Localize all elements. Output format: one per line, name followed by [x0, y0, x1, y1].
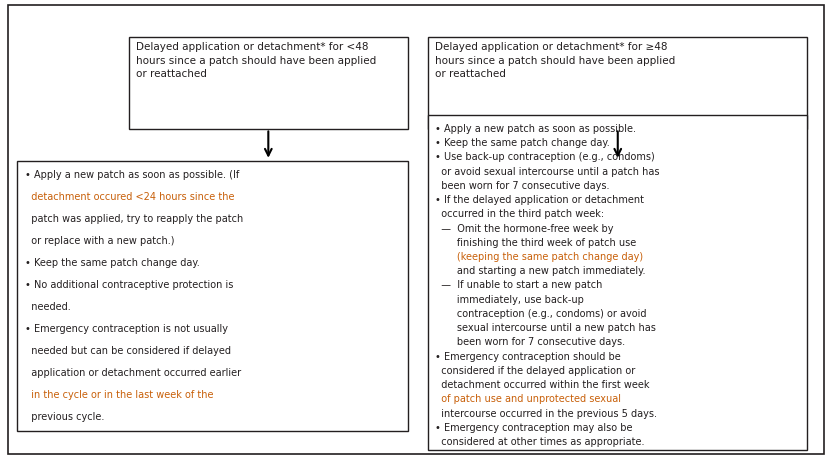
Text: sexual intercourse until a new patch has: sexual intercourse until a new patch has — [435, 323, 656, 333]
Text: needed.: needed. — [25, 302, 71, 312]
Text: been worn for 7 consecutive days.: been worn for 7 consecutive days. — [435, 337, 626, 347]
Text: • Keep the same patch change day.: • Keep the same patch change day. — [25, 258, 200, 268]
Text: previous cycle.: previous cycle. — [25, 412, 104, 422]
Text: contraception (e.g., condoms) or avoid: contraception (e.g., condoms) or avoid — [435, 309, 646, 319]
FancyBboxPatch shape — [428, 37, 807, 129]
Text: in the cycle or in the last week of the: in the cycle or in the last week of the — [25, 390, 214, 400]
Text: or replace with a new patch.): or replace with a new patch.) — [25, 236, 175, 246]
Text: —  If unable to start a new patch: — If unable to start a new patch — [435, 280, 602, 291]
Text: or avoid sexual intercourse until a patch has: or avoid sexual intercourse until a patc… — [435, 167, 660, 177]
Text: patch was applied, try to reapply the patch: patch was applied, try to reapply the pa… — [25, 214, 243, 224]
FancyBboxPatch shape — [129, 37, 408, 129]
Text: detachment occured <24 hours since the: detachment occured <24 hours since the — [25, 192, 235, 202]
Text: • No additional contraceptive protection is: • No additional contraceptive protection… — [25, 280, 233, 290]
Text: Delayed application or detachment* for <48
hours since a patch should have been : Delayed application or detachment* for <… — [136, 42, 376, 79]
Text: • If the delayed application or detachment: • If the delayed application or detachme… — [435, 195, 644, 205]
Text: considered at other times as appropriate.: considered at other times as appropriate… — [435, 437, 645, 447]
Text: • Apply a new patch as soon as possible. (If: • Apply a new patch as soon as possible.… — [25, 170, 240, 180]
Text: and starting a new patch immediately.: and starting a new patch immediately. — [435, 266, 646, 276]
Text: • Emergency contraception should be: • Emergency contraception should be — [435, 352, 621, 362]
FancyBboxPatch shape — [17, 161, 408, 431]
Text: • Use back-up contraception (e.g., condoms): • Use back-up contraception (e.g., condo… — [435, 152, 655, 162]
Text: application or detachment occurred earlier: application or detachment occurred earli… — [25, 368, 241, 378]
Text: intercourse occurred in the previous 5 days.: intercourse occurred in the previous 5 d… — [435, 409, 657, 419]
Text: (keeping the same patch change day): (keeping the same patch change day) — [435, 252, 643, 262]
Text: finishing the third week of patch use: finishing the third week of patch use — [435, 238, 636, 248]
Text: immediately, use back-up: immediately, use back-up — [435, 295, 584, 305]
Text: • Apply a new patch as soon as possible.: • Apply a new patch as soon as possible. — [435, 124, 636, 134]
Text: detachment occurred within the first week: detachment occurred within the first wee… — [435, 380, 650, 390]
FancyBboxPatch shape — [8, 5, 824, 454]
Text: • Emergency contraception may also be: • Emergency contraception may also be — [435, 423, 632, 433]
Text: been worn for 7 consecutive days.: been worn for 7 consecutive days. — [435, 181, 610, 191]
Text: occurred in the third patch week:: occurred in the third patch week: — [435, 209, 604, 219]
Text: • Keep the same patch change day.: • Keep the same patch change day. — [435, 138, 610, 148]
Text: needed but can be considered if delayed: needed but can be considered if delayed — [25, 346, 231, 356]
Text: • Emergency contraception is not usually: • Emergency contraception is not usually — [25, 324, 228, 334]
Text: of patch use and unprotected sexual: of patch use and unprotected sexual — [435, 394, 622, 404]
Text: considered if the delayed application or: considered if the delayed application or — [435, 366, 636, 376]
Text: —  Omit the hormone-free week by: — Omit the hormone-free week by — [435, 224, 614, 234]
Text: Delayed application or detachment* for ≥48
hours since a patch should have been : Delayed application or detachment* for ≥… — [435, 42, 676, 79]
FancyBboxPatch shape — [428, 115, 807, 450]
